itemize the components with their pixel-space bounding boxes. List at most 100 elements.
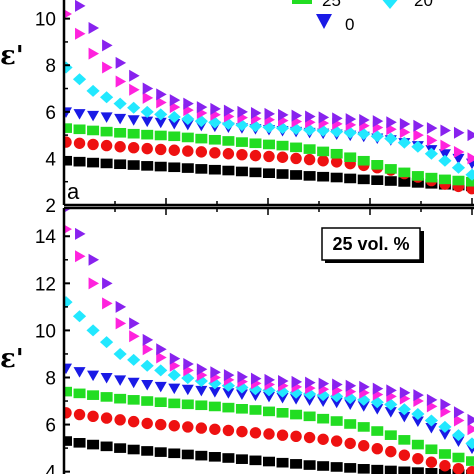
series-5-point	[113, 347, 127, 360]
series-6-point	[64, 224, 72, 234]
series-3-point	[330, 416, 343, 426]
series-5-point	[154, 364, 168, 377]
series-5-point	[181, 372, 195, 385]
series-4-point	[141, 116, 154, 128]
series-1-point	[87, 157, 100, 168]
series-2-point	[73, 408, 86, 421]
series-7-point	[359, 380, 370, 393]
series-4-point	[114, 113, 127, 125]
series-4-point	[425, 423, 438, 434]
series-4-point	[290, 394, 303, 405]
bottom-y-axis-label: ε'	[0, 344, 24, 374]
series-7-point	[332, 378, 343, 391]
series-1-point	[114, 159, 127, 170]
series-4-point	[344, 399, 357, 410]
series-3-point	[154, 130, 167, 141]
series-1-point	[168, 162, 181, 173]
legend-label-25: 25	[322, 0, 341, 10]
series-1-point	[303, 171, 316, 181]
series-5-point	[208, 116, 222, 129]
series-6-point	[115, 75, 127, 88]
series-3-point	[87, 125, 100, 136]
series-4-point	[452, 436, 465, 448]
series-1-point	[181, 163, 194, 173]
series-7-point	[399, 386, 411, 399]
series-2-point	[263, 428, 275, 440]
series-7-point	[88, 21, 100, 34]
series-6-point	[64, 9, 72, 19]
series-4-point	[235, 389, 248, 400]
series-3-point	[398, 167, 411, 178]
series-1-point	[398, 177, 411, 187]
series-2-point	[127, 415, 140, 428]
series-3-point	[73, 124, 86, 135]
annotation-box: 25 vol. %	[321, 227, 424, 263]
series-6-point	[453, 414, 465, 427]
series-2-point	[249, 149, 262, 162]
series-3-point	[73, 388, 86, 399]
series-5-point	[303, 387, 317, 400]
series-1-point	[344, 173, 357, 184]
series-1-point	[263, 168, 275, 179]
series-7-point	[196, 363, 208, 376]
series-7-point	[250, 372, 262, 385]
series-7-point	[75, 0, 86, 12]
series-3-point	[357, 155, 370, 166]
series-1-point	[411, 178, 424, 188]
series-4-point	[303, 395, 316, 406]
series-2-point	[249, 427, 262, 439]
series-2-point	[276, 429, 289, 441]
series-5-point	[465, 168, 474, 181]
top-y-tick-label: 2	[45, 196, 56, 217]
series-7-point	[264, 107, 275, 120]
series-5-point	[100, 91, 114, 104]
series-7-point	[75, 227, 86, 240]
series-5-point	[72, 73, 87, 86]
series-3-point	[344, 152, 357, 163]
series-3-point	[114, 393, 127, 404]
series-7-point	[399, 118, 411, 131]
series-2-point	[263, 150, 275, 163]
series-5-point	[397, 403, 411, 416]
series-5-point	[181, 113, 195, 126]
series-2-point	[64, 136, 72, 148]
series-2-point	[236, 425, 248, 438]
series-2-point	[344, 437, 356, 450]
series-6-point	[88, 277, 100, 290]
series-7-point	[372, 115, 384, 128]
series-5-point	[370, 130, 384, 143]
series-4-point	[411, 416, 424, 428]
series-7-point	[278, 108, 289, 121]
series-1-point	[64, 436, 72, 446]
series-6-point	[453, 146, 465, 159]
series-2-point	[168, 144, 180, 156]
series-6-point	[413, 129, 424, 142]
series-7-point	[250, 106, 262, 119]
series-5-point	[86, 84, 100, 97]
series-6-point	[88, 47, 100, 60]
series-7-point	[183, 357, 194, 370]
series-7-point	[305, 110, 316, 123]
series-2-point	[209, 147, 221, 159]
top-y-tick-label: 6	[45, 103, 56, 124]
series-1-point	[398, 466, 411, 474]
series-2-point	[222, 148, 235, 160]
series-7-point	[237, 105, 248, 118]
series-2-point	[358, 440, 370, 452]
series-5-point	[343, 126, 357, 139]
series-3-point	[127, 128, 140, 139]
panel-top: 2 4 6 8 10 ε' a 25 20 0	[0, 0, 474, 217]
series-1-point	[425, 468, 438, 474]
series-1-point	[87, 439, 100, 450]
series-4-point	[357, 401, 370, 412]
series-1-point	[208, 452, 221, 462]
legend-label-0: 0	[345, 15, 354, 34]
series-2-point	[317, 433, 329, 445]
top-y-ticks: 2 4 6 8 10	[35, 10, 70, 217]
series-4-point	[73, 367, 86, 378]
series-7-point	[345, 379, 357, 392]
series-3-point	[411, 171, 424, 181]
series-6-point	[75, 250, 86, 263]
series-3-point	[425, 444, 438, 455]
series-1-point	[384, 176, 397, 186]
